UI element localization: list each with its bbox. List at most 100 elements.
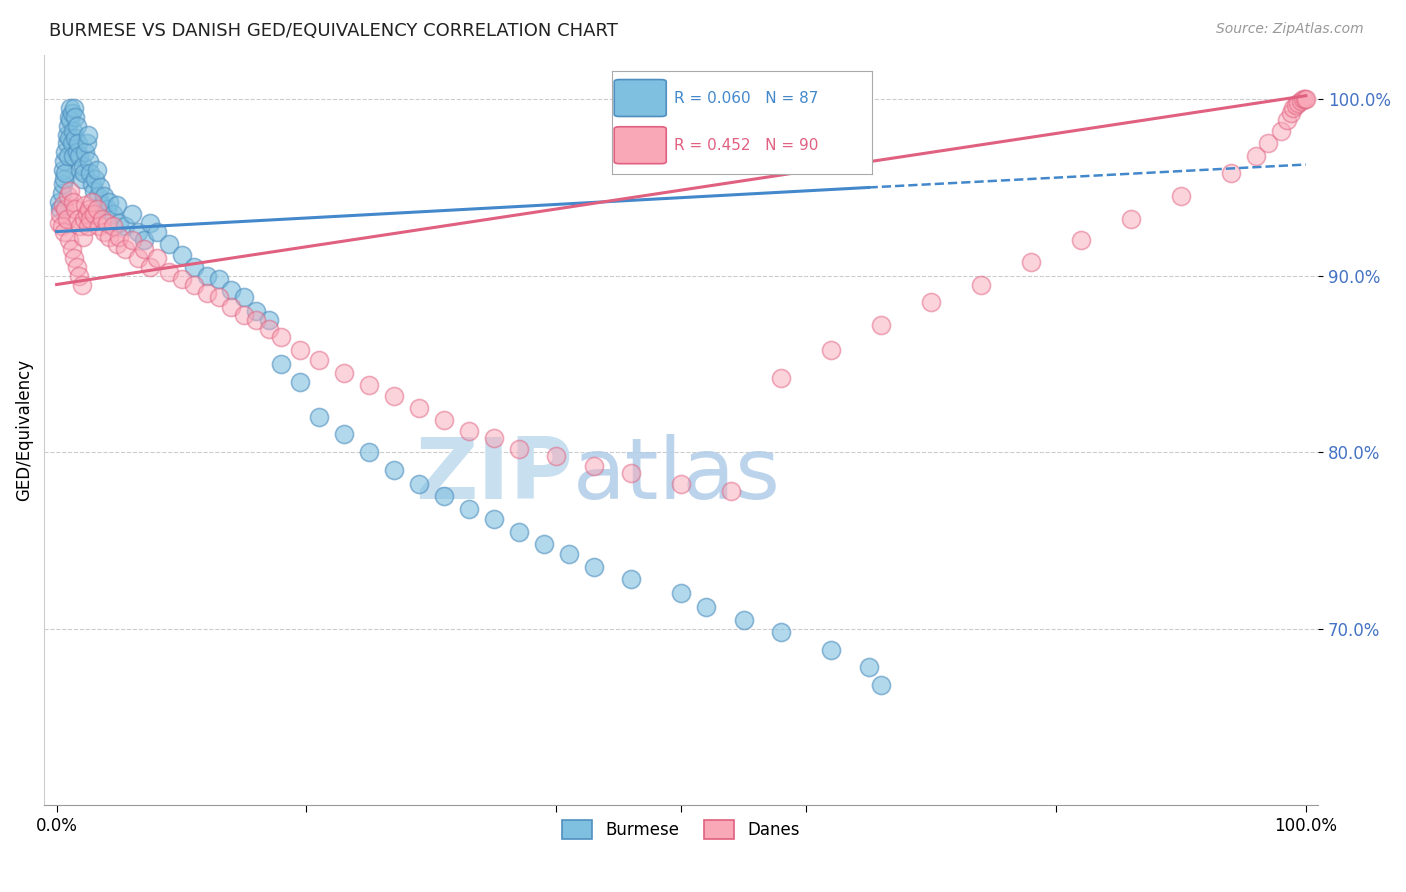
Point — [69, 162, 91, 177]
Point — [333, 427, 356, 442]
Point — [56, 149, 79, 163]
Point — [72, 159, 94, 173]
Point — [76, 128, 98, 142]
Point — [382, 463, 405, 477]
Point — [62, 149, 84, 163]
Point — [1244, 149, 1267, 163]
Point — [55, 212, 77, 227]
Point — [195, 268, 218, 283]
Point — [60, 136, 83, 151]
Point — [77, 202, 100, 216]
Point — [60, 242, 83, 256]
Point — [121, 207, 143, 221]
Point — [80, 177, 103, 191]
Point — [245, 304, 267, 318]
Point — [233, 290, 256, 304]
Point — [145, 225, 167, 239]
Point — [558, 548, 581, 562]
Point — [457, 424, 479, 438]
Point — [101, 219, 124, 234]
Point — [84, 171, 107, 186]
Point — [508, 442, 530, 456]
Point — [80, 194, 103, 209]
Text: ZIP: ZIP — [415, 434, 572, 516]
Point — [76, 207, 98, 221]
Point — [245, 313, 267, 327]
Point — [720, 483, 742, 498]
Point — [55, 128, 77, 142]
Point — [98, 194, 121, 209]
Point — [233, 308, 256, 322]
Point — [75, 145, 97, 160]
Point — [62, 124, 84, 138]
Y-axis label: GED/Equivalency: GED/Equivalency — [15, 359, 32, 501]
Point — [58, 110, 80, 124]
Point — [65, 260, 87, 274]
FancyBboxPatch shape — [614, 127, 666, 163]
Point — [67, 268, 90, 283]
Point — [870, 318, 893, 332]
Point — [195, 286, 218, 301]
Point — [157, 265, 180, 279]
Point — [63, 101, 86, 115]
Text: atlas: atlas — [572, 434, 780, 516]
Point — [89, 180, 111, 194]
Text: BURMESE VS DANISH GED/EQUIVALENCY CORRELATION CHART: BURMESE VS DANISH GED/EQUIVALENCY CORREL… — [49, 22, 619, 40]
Point — [770, 625, 793, 640]
Point — [357, 445, 380, 459]
Legend: Burmese, Danes: Burmese, Danes — [555, 813, 807, 846]
Point — [1119, 212, 1142, 227]
Point — [66, 136, 89, 151]
Text: Source: ZipAtlas.com: Source: ZipAtlas.com — [1216, 22, 1364, 37]
Point — [1282, 101, 1305, 115]
Point — [65, 202, 87, 216]
Point — [65, 145, 87, 160]
Point — [108, 216, 131, 230]
Point — [308, 353, 330, 368]
Point — [183, 277, 205, 292]
Point — [63, 251, 86, 265]
Point — [65, 131, 87, 145]
Point — [73, 166, 96, 180]
Point — [1257, 136, 1279, 151]
Point — [290, 375, 312, 389]
Point — [127, 251, 149, 265]
Point — [482, 431, 505, 445]
Point — [90, 198, 112, 212]
Point — [970, 277, 993, 292]
FancyBboxPatch shape — [614, 79, 666, 117]
Point — [52, 177, 75, 191]
Point — [53, 171, 76, 186]
Point — [52, 162, 75, 177]
Point — [620, 467, 643, 481]
Point — [51, 219, 73, 234]
Point — [70, 277, 93, 292]
Point — [620, 572, 643, 586]
Point — [669, 586, 692, 600]
Point — [48, 194, 70, 209]
Point — [87, 219, 110, 234]
Point — [60, 106, 83, 120]
Point — [67, 149, 90, 163]
Point — [49, 207, 72, 221]
Point — [770, 371, 793, 385]
Point — [56, 189, 79, 203]
Point — [83, 207, 105, 221]
Point — [157, 236, 180, 251]
Point — [139, 216, 162, 230]
Point — [98, 230, 121, 244]
Point — [1286, 95, 1309, 110]
Point — [105, 198, 128, 212]
Point — [53, 166, 76, 180]
Point — [48, 216, 70, 230]
Point — [1219, 166, 1241, 180]
Point — [62, 194, 84, 209]
Point — [170, 247, 193, 261]
Point — [257, 313, 280, 327]
Point — [1275, 113, 1298, 128]
Point — [183, 260, 205, 274]
Point — [59, 113, 82, 128]
Point — [221, 283, 243, 297]
Point — [308, 409, 330, 424]
Point — [382, 389, 405, 403]
